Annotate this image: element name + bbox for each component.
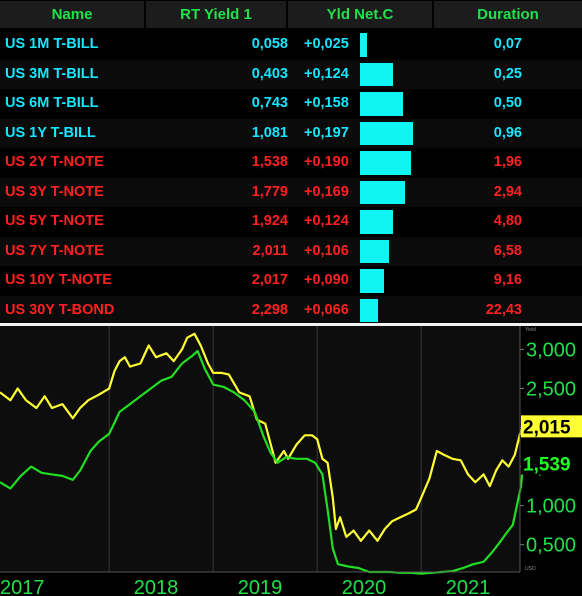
x-tick-label: 2017 bbox=[0, 577, 45, 596]
vertical-gridlines bbox=[108, 326, 422, 572]
rt-yield-value: 1,538 bbox=[251, 154, 288, 170]
table-row[interactable]: US 1M T-BILL 0,058 +0,025 0,07 bbox=[0, 30, 582, 60]
y-tick-label: 2,500 bbox=[526, 378, 576, 400]
x-tick-label: 2018 bbox=[134, 577, 179, 596]
duration-value: 2,94 bbox=[493, 183, 522, 200]
net-change-bar bbox=[360, 33, 367, 57]
duration-value: 0,25 bbox=[493, 65, 522, 82]
security-name: US 5Y T-NOTE bbox=[5, 213, 104, 229]
security-name: US 2Y T-NOTE bbox=[5, 154, 104, 170]
axis-bottom-label: USD bbox=[525, 566, 536, 572]
rt-yield-value: 2,298 bbox=[251, 301, 288, 318]
rt-yield-value: 2,017 bbox=[251, 272, 288, 288]
y-tick-label: 0,500 bbox=[526, 535, 576, 557]
header-yld-net[interactable]: Yld Net.C bbox=[288, 1, 434, 28]
security-name: US 3Y T-NOTE bbox=[5, 183, 104, 200]
net-change-bar bbox=[360, 121, 413, 145]
rt-yield-value: 2,011 bbox=[252, 242, 289, 259]
duration-value: 0,50 bbox=[493, 95, 522, 111]
net-change-bar bbox=[360, 239, 389, 263]
x-axis-ticks: 2017 2018 2019 2020 2021 bbox=[0, 577, 490, 596]
yld-net-change-value: +0,158 bbox=[304, 95, 349, 111]
badge-yellow-value: 2,015 bbox=[523, 417, 571, 438]
rt-yield-value: 1,779 bbox=[251, 183, 288, 200]
net-change-bar bbox=[360, 180, 406, 204]
table-row[interactable]: US 7Y T-NOTE 2,011 +0,106 6,58 bbox=[0, 236, 582, 266]
badge-yellow-bg bbox=[521, 415, 582, 438]
table-row[interactable]: US 10Y T-NOTE 2,017 +0,090 9,16 bbox=[0, 266, 582, 296]
table-body: US 1M T-BILL 0,058 +0,025 0,07 US 3M T-BILL 0… bbox=[0, 30, 582, 325]
net-change-bar bbox=[360, 62, 394, 86]
net-change-bar bbox=[360, 151, 412, 175]
duration-value: 1,96 bbox=[493, 154, 522, 170]
x-tick-label: 2020 bbox=[342, 577, 387, 596]
rt-yield-value: 1,081 bbox=[251, 124, 288, 141]
security-name: US 10Y T-NOTE bbox=[5, 272, 112, 288]
badge-green-value: 1,539 bbox=[523, 455, 571, 476]
duration-value: 0,07 bbox=[493, 36, 522, 52]
net-change-bar bbox=[360, 298, 378, 322]
yld-net-change-value: +0,025 bbox=[304, 36, 349, 52]
yld-net-change-value: +0,190 bbox=[304, 154, 349, 170]
yld-net-change-value: +0,066 bbox=[304, 301, 349, 318]
panel-divider bbox=[0, 323, 582, 326]
net-change-bar bbox=[360, 269, 385, 293]
table-header: Name RT Yield 1 Yld Net.C Duration bbox=[0, 0, 582, 29]
security-name: US 7Y T-NOTE bbox=[5, 242, 104, 259]
duration-value: 0,96 bbox=[493, 124, 522, 141]
security-name: US 1M T-BILL bbox=[5, 36, 99, 52]
rt-yield-value: 0,743 bbox=[251, 95, 288, 111]
duration-value: 6,58 bbox=[493, 242, 522, 259]
header-name[interactable]: Name bbox=[0, 1, 146, 28]
security-name: US 30Y T-BOND bbox=[5, 301, 115, 318]
yld-net-change-value: +0,124 bbox=[304, 213, 349, 229]
y-tick-label: 1,000 bbox=[526, 496, 576, 518]
table-row[interactable]: US 5Y T-NOTE 1,924 +0,124 4,80 bbox=[0, 207, 582, 237]
rt-yield-value: 1,924 bbox=[251, 213, 288, 229]
yld-net-change-value: +0,169 bbox=[304, 183, 349, 200]
security-name: US 3M T-BILL bbox=[5, 65, 99, 82]
last-value-badge-green: 1,539 bbox=[521, 452, 582, 476]
security-name: US 1Y T-BILL bbox=[5, 124, 96, 141]
y-tick-label: 3,000 bbox=[526, 339, 576, 361]
yld-net-change-value: +0,124 bbox=[304, 65, 349, 82]
table-row[interactable]: US 30Y T-BOND 2,298 +0,066 22,43 bbox=[0, 295, 582, 325]
rt-yield-value: 0,403 bbox=[251, 65, 288, 82]
series-group bbox=[0, 332, 525, 575]
table-row[interactable]: US 2Y T-NOTE 1,538 +0,190 1,96 bbox=[0, 148, 582, 178]
last-value-badge-yellow: 2,015 bbox=[521, 415, 582, 438]
duration-value: 22,43 bbox=[485, 301, 522, 318]
table-row[interactable]: US 1Y T-BILL 1,081 +0,197 0,96 bbox=[0, 118, 582, 148]
duration-value: 9,16 bbox=[493, 272, 522, 288]
table-row[interactable]: US 6M T-BILL 0,743 +0,158 0,50 bbox=[0, 89, 582, 119]
series-line-green bbox=[0, 349, 525, 575]
yield-table: Name RT Yield 1 Yld Net.C Duration US 1M… bbox=[0, 0, 582, 325]
table-row[interactable]: US 3Y T-NOTE 1,779 +0,169 2,94 bbox=[0, 177, 582, 207]
yld-net-change-value: +0,197 bbox=[304, 124, 349, 141]
series-line-yellow bbox=[0, 332, 525, 542]
security-name: US 6M T-BILL bbox=[5, 95, 99, 111]
table-row[interactable]: US 3M T-BILL 0,403 +0,124 0,25 bbox=[0, 59, 582, 89]
header-duration[interactable]: Duration bbox=[434, 1, 582, 28]
plot-area bbox=[0, 326, 520, 572]
rt-yield-value: 0,058 bbox=[251, 36, 288, 52]
x-tick-label: 2021 bbox=[446, 577, 491, 596]
axis-top-label: Yield bbox=[525, 327, 536, 333]
net-change-bar bbox=[360, 210, 394, 234]
duration-value: 4,80 bbox=[493, 213, 522, 229]
net-change-bar bbox=[360, 92, 403, 116]
x-tick-label: 2019 bbox=[238, 577, 283, 596]
yld-net-change-value: +0,090 bbox=[304, 272, 349, 288]
header-rt-yield[interactable]: RT Yield 1 bbox=[146, 1, 288, 28]
yld-net-change-value: +0,106 bbox=[304, 242, 349, 259]
badge-green-bg bbox=[521, 452, 582, 475]
